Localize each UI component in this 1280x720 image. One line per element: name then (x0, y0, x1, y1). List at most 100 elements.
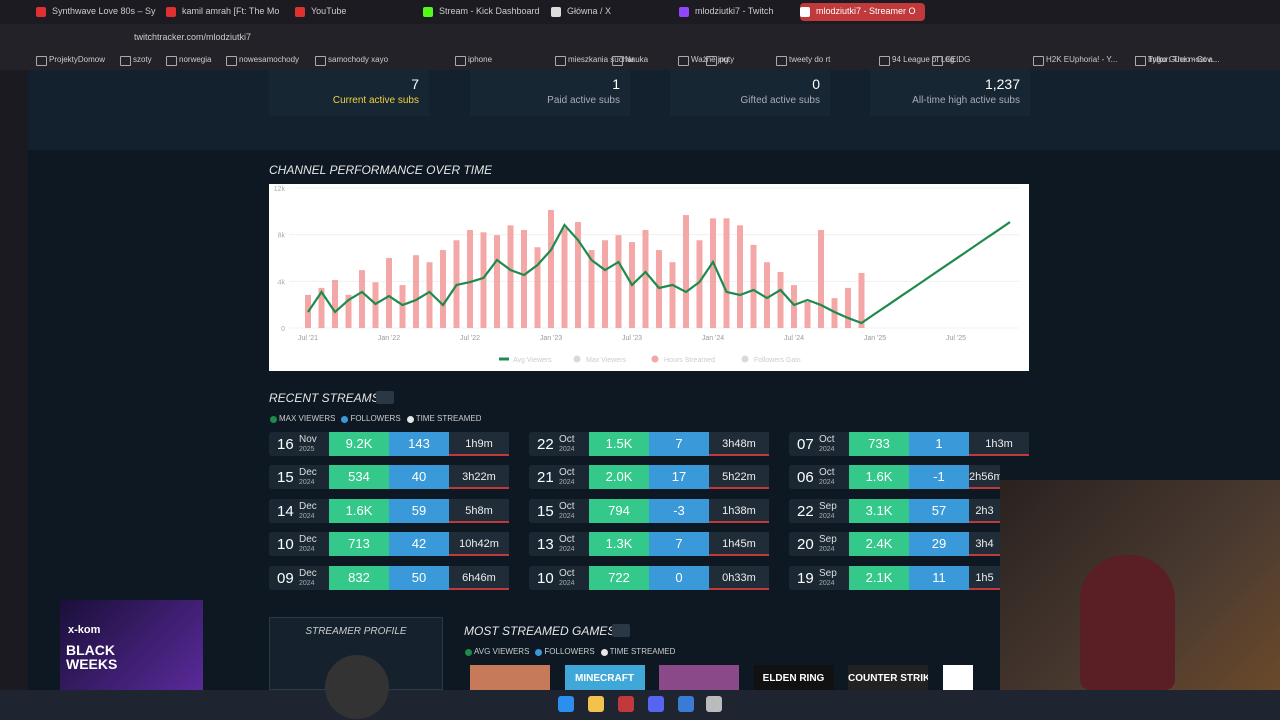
bookmark[interactable]: ProjektyDomow (49, 55, 106, 64)
stream-max-viewers[interactable]: 3.1K (849, 498, 909, 523)
stream-day: 20 (797, 536, 814, 554)
bookmark[interactable]: norwegia (179, 55, 212, 64)
stream-followers[interactable]: 11 (909, 565, 969, 590)
game-tile[interactable] (659, 665, 739, 690)
bookmark[interactable]: Nauka (625, 55, 649, 64)
stream-time[interactable]: 1h3m (969, 432, 1029, 456)
taskbar-icon[interactable] (588, 696, 604, 712)
stream-max-viewers[interactable]: 733 (849, 432, 909, 456)
bookmark[interactable]: Ważne jpg (691, 55, 729, 64)
stream-max-viewers[interactable]: 1.3K (589, 532, 649, 557)
bookmark[interactable]: Imgur: The most a... (1148, 55, 1220, 64)
tab-title[interactable]: Stream - Kick Dashboard (439, 6, 540, 16)
stream-time[interactable]: 3h22m (449, 465, 509, 490)
bookmark-icon (612, 56, 623, 66)
stream-followers[interactable]: 0 (649, 565, 709, 590)
stream-followers[interactable]: 17 (649, 465, 709, 490)
taskbar-icon[interactable] (678, 696, 694, 712)
stream-time[interactable]: 2h3 (969, 498, 1000, 523)
stream-followers[interactable]: 7 (649, 532, 709, 557)
stream-max-viewers[interactable]: 534 (329, 465, 389, 490)
stream-day: 15 (277, 469, 294, 487)
tab-title[interactable]: Synthwave Love 80s – Sy (52, 6, 156, 16)
stat-label: All-time high active subs (912, 95, 1020, 106)
stream-year: 2024 (299, 479, 315, 487)
stream-max-viewers[interactable]: 2.1K (849, 565, 909, 590)
stream-followers[interactable]: 59 (389, 498, 449, 523)
taskbar-icon[interactable] (706, 696, 722, 712)
stream-max-viewers[interactable]: 713 (329, 532, 389, 557)
bookmark[interactable]: iphone (468, 55, 493, 64)
stream-time[interactable]: 3h4 (969, 532, 1000, 557)
stream-followers[interactable]: 42 (389, 532, 449, 557)
game-tile[interactable]: ELDEN RING (753, 665, 834, 690)
tab-title[interactable]: Główna / X (567, 6, 612, 16)
stream-time[interactable]: 1h38m (709, 498, 769, 523)
tab-title[interactable]: mlodziutki7 - Streamer O (816, 6, 916, 16)
bar (845, 287, 851, 328)
stream-followers[interactable]: 29 (909, 532, 969, 557)
stream-followers[interactable]: -3 (649, 498, 709, 523)
bookmark[interactable]: H2K EUphoria! - Y... (1046, 55, 1118, 64)
stream-max-viewers[interactable]: 1.5K (589, 432, 649, 456)
bar (359, 270, 365, 328)
stream-time[interactable]: 10h42m (449, 532, 509, 557)
x-tick-label: Jan '22 (378, 335, 400, 342)
stream-date (789, 498, 849, 523)
bookmark[interactable]: nuty (719, 55, 735, 64)
game-tile[interactable]: MINECRAFT (564, 665, 645, 690)
tab-title[interactable]: YouTube (311, 6, 347, 16)
stream-day: 13 (537, 536, 554, 554)
stream-time[interactable]: 1h9m (449, 432, 509, 456)
stream-max-viewers[interactable]: 832 (329, 565, 389, 590)
stream-max-viewers[interactable]: 2.0K (589, 465, 649, 490)
stream-time[interactable]: 0h33m (709, 565, 769, 590)
bookmark[interactable]: tweety do rt (789, 55, 831, 64)
stream-month: Oct (559, 467, 575, 479)
game-tile[interactable]: COUNTER STRIKE (848, 665, 928, 690)
ad-brand: x-kom (68, 624, 101, 636)
stream-date (789, 532, 849, 557)
stream-time[interactable]: 5h22m (709, 465, 769, 490)
legend-label: Avg Viewers (513, 357, 552, 364)
taskbar-icon[interactable] (618, 696, 634, 712)
stream-time[interactable]: 5h8m (449, 498, 509, 523)
stream-max-viewers[interactable]: 9.2K (329, 432, 389, 456)
stream-max-viewers[interactable]: 1.6K (329, 498, 389, 523)
stream-max-viewers[interactable]: 2.4K (849, 532, 909, 557)
stream-day: 07 (797, 436, 814, 453)
bookmark[interactable]: Tylko Gucio - Cov... (1148, 55, 1218, 64)
url[interactable]: twitchtracker.com/mlodziutki7 (134, 32, 252, 42)
taskbar-icon[interactable] (648, 696, 664, 712)
stream-time[interactable]: 6h46m (449, 565, 509, 590)
stream-max-viewers[interactable]: 1.6K (849, 465, 909, 490)
stream-max-viewers[interactable]: 722 (589, 565, 649, 590)
tab-title[interactable]: mlodziutki7 - Twitch (695, 6, 774, 16)
legend-dot (270, 416, 277, 423)
tab-title[interactable]: kamil amrah [Ft: The Mo (182, 6, 280, 16)
game-tile[interactable] (470, 665, 550, 690)
bookmark[interactable]: 94 League of Leg... (892, 55, 961, 64)
stream-followers[interactable]: 143 (389, 432, 449, 456)
stream-followers[interactable]: 57 (909, 498, 969, 523)
stream-followers[interactable]: 1 (909, 432, 969, 456)
stream-day: 09 (277, 569, 294, 587)
stream-followers[interactable]: 7 (649, 432, 709, 456)
stream-time[interactable]: 3h48m (709, 432, 769, 456)
game-tile[interactable] (942, 665, 973, 690)
stream-time[interactable]: 1h5 (969, 565, 1000, 590)
stream-time[interactable]: 2h56m (969, 465, 1000, 490)
stream-month: Dec (299, 534, 317, 546)
bookmark[interactable]: nowesamochody (239, 55, 300, 64)
bookmark[interactable]: szoty (133, 55, 152, 64)
bookmark-icon (315, 56, 326, 66)
stream-followers[interactable]: 50 (389, 565, 449, 590)
bookmark[interactable]: mieszkania suchar (568, 55, 635, 64)
stream-max-viewers[interactable]: 794 (589, 498, 649, 523)
bookmark[interactable]: CEIDG (945, 55, 971, 64)
stream-time[interactable]: 1h45m (709, 532, 769, 557)
taskbar-icon[interactable] (558, 696, 574, 712)
stream-followers[interactable]: 40 (389, 465, 449, 490)
bookmark[interactable]: samochody xayo (328, 55, 389, 64)
stream-followers[interactable]: -1 (909, 465, 969, 490)
